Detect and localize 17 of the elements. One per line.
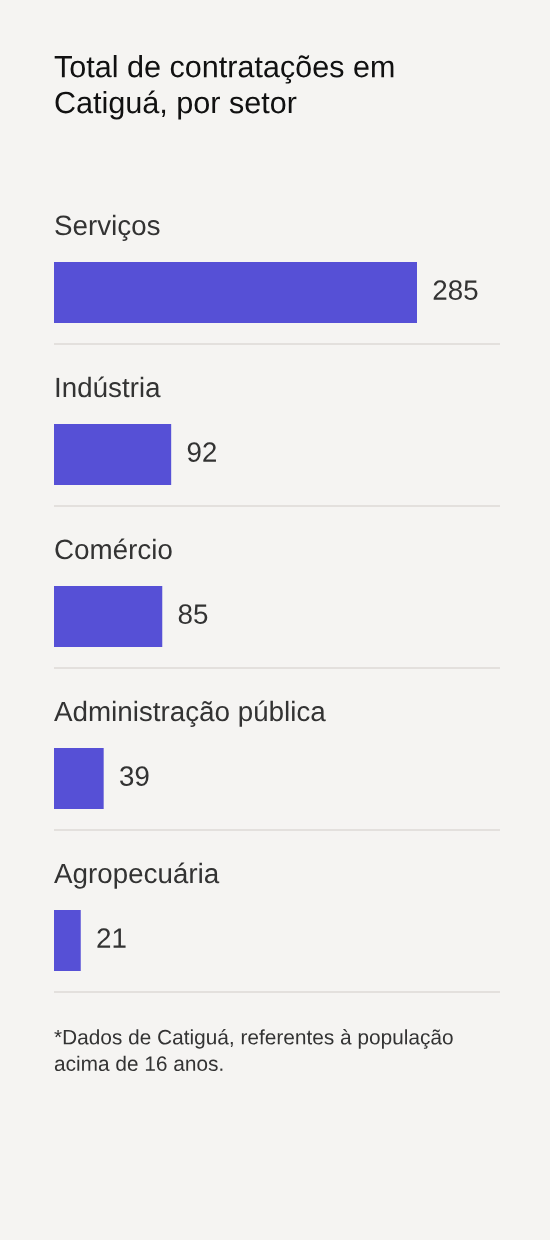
text: *Dados de Catiguá, referentes à população acima de 16 anos. (54, 1029, 453, 1071)
bar (54, 586, 163, 647)
data-label: 285 (433, 280, 478, 300)
y-tick-label: Serviços (55, 214, 160, 241)
bar (54, 424, 172, 485)
y-tick-label: Indústria (56, 376, 161, 398)
data-label: 21 (97, 928, 126, 948)
bar (54, 910, 81, 971)
y-tick-label: Comércio (55, 538, 172, 560)
bar (54, 748, 104, 809)
chart-title: Total de contratações em Catiguá, por setor (54, 55, 394, 120)
data-label: 92 (187, 442, 216, 462)
bar (54, 262, 417, 323)
data-label: 85 (178, 604, 208, 624)
y-tick-label: Agropecuária (54, 862, 220, 889)
y-tick-label: Administração pública (54, 700, 326, 727)
data-label: 39 (120, 766, 149, 786)
